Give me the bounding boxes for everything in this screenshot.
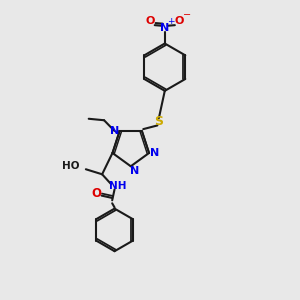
Text: O: O bbox=[145, 16, 155, 26]
Text: N: N bbox=[160, 23, 170, 33]
Text: −: − bbox=[183, 10, 191, 20]
Text: O: O bbox=[175, 16, 184, 26]
Text: NH: NH bbox=[109, 181, 126, 190]
Text: S: S bbox=[154, 116, 164, 128]
Text: HO: HO bbox=[62, 161, 79, 171]
Text: +: + bbox=[167, 17, 175, 26]
Text: O: O bbox=[91, 187, 101, 200]
Text: N: N bbox=[130, 166, 139, 176]
Text: N: N bbox=[110, 126, 119, 136]
Text: N: N bbox=[150, 148, 159, 158]
